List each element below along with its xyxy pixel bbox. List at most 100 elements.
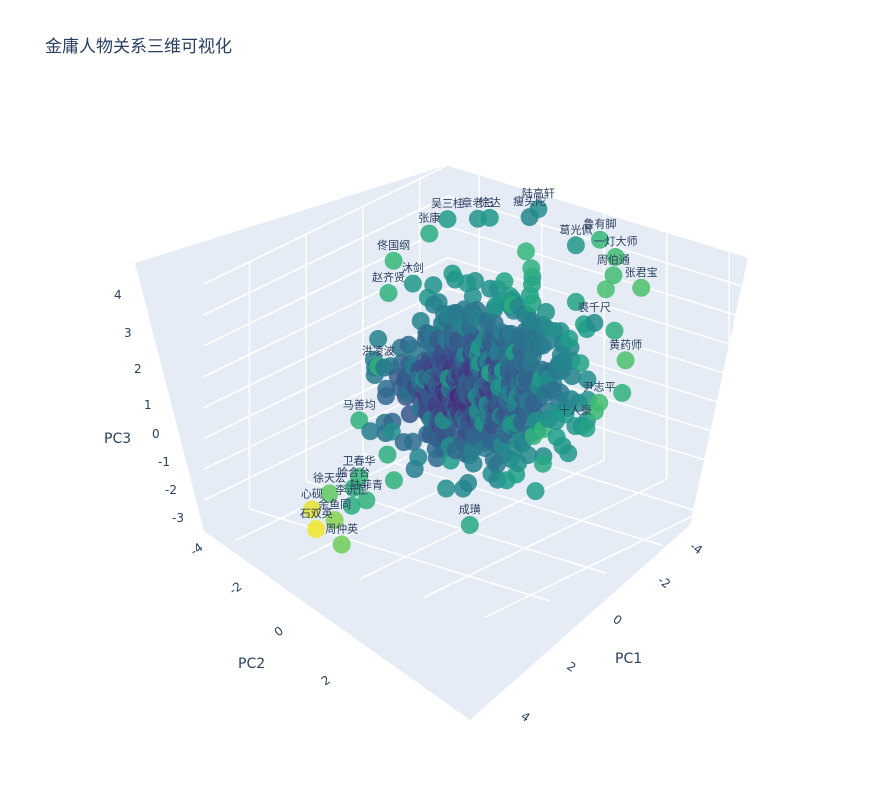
- grid-z-7-left: [203, 164, 449, 285]
- data-point: [523, 275, 541, 294]
- point-label: 石双英: [300, 506, 333, 520]
- data-point: [459, 474, 477, 492]
- z-tick-label: 1: [144, 398, 152, 412]
- point-label: 哈合台: [337, 465, 370, 479]
- point-label: 张康: [418, 211, 440, 225]
- labeled-point: [302, 500, 321, 519]
- grid-x-3-floor: [422, 478, 668, 599]
- point-label: 裘千尺: [578, 301, 611, 314]
- data-point: [578, 370, 597, 389]
- labeled-point: [438, 210, 457, 229]
- y-axis-label: PC2: [238, 656, 265, 672]
- data-point: [403, 432, 422, 451]
- point-label: 李沅芷: [335, 483, 368, 497]
- data-point: [613, 383, 632, 402]
- x-tick-label: -4: [687, 539, 705, 557]
- point-label: 黄药师: [609, 337, 642, 351]
- data-point: [495, 272, 514, 291]
- z-axis-label: PC3: [104, 431, 131, 447]
- labeled-point: [332, 535, 351, 554]
- data-point: [577, 419, 596, 438]
- point-label: 卫春华: [343, 454, 376, 468]
- labeled-point: [604, 266, 623, 285]
- point-label: 佟国纲: [377, 239, 410, 252]
- labeled-point: [566, 236, 585, 255]
- data-point: [571, 354, 590, 373]
- point-label: 余鱼同: [318, 497, 351, 511]
- labeled-point: [357, 491, 376, 510]
- data-point: [378, 445, 397, 464]
- data-point: [523, 294, 542, 312]
- grid-x-2-floor: [359, 459, 605, 580]
- data-point: [382, 422, 401, 441]
- point-label: 马善均: [343, 397, 376, 411]
- data-point: [437, 479, 456, 498]
- labeled-point: [460, 516, 479, 534]
- data-points: [302, 200, 651, 554]
- z-tick-label: -3: [172, 511, 184, 525]
- grid-z-3-left: [203, 287, 449, 409]
- point-label: 尹志平: [583, 381, 616, 394]
- labeled-point: [379, 284, 398, 302]
- data-point: [559, 444, 578, 463]
- grid-z-7-right: [447, 164, 749, 258]
- data-point: [464, 454, 483, 473]
- labeled-point: [480, 208, 499, 227]
- point-label: 陆高轩: [522, 186, 555, 200]
- data-point: [517, 242, 535, 261]
- labeled-point: [325, 511, 344, 530]
- data-point: [466, 272, 485, 290]
- point-label: 徐天宏: [313, 471, 346, 485]
- point-label: 成璜: [459, 502, 481, 516]
- x-tick-label: 4: [518, 709, 532, 725]
- grid-y-3-floor: [249, 508, 550, 602]
- labeled-point: [320, 484, 339, 503]
- point-label: 十人豪: [559, 403, 592, 417]
- point-label: 周仲英: [325, 522, 358, 536]
- labeled-point: [350, 411, 369, 430]
- labeled-point: [403, 274, 422, 293]
- grid-z-6-left: [203, 195, 449, 316]
- data-point: [526, 482, 545, 501]
- x-tick-label: 2: [564, 659, 578, 675]
- labeled-point: [632, 278, 651, 297]
- z-tick-label: 3: [124, 326, 132, 340]
- labeled-point: [606, 247, 625, 266]
- labeled-point: [384, 251, 403, 270]
- data-point: [566, 292, 585, 311]
- data-point: [361, 422, 380, 441]
- point-label: 葛光佩: [559, 222, 592, 236]
- data-point: [605, 321, 624, 340]
- x-tick-label: 0: [610, 612, 624, 628]
- point-label: 张君宝: [625, 265, 658, 279]
- labeled-point: [591, 230, 609, 249]
- labeled-point: [590, 393, 609, 412]
- data-point: [556, 405, 575, 424]
- labeled-point: [585, 313, 604, 332]
- point-label: 周伯通: [597, 252, 630, 266]
- grid-lines: [203, 164, 749, 618]
- point-label: 沐剑: [402, 261, 424, 275]
- labeled-point: [342, 496, 361, 515]
- chart-title: 金庸人物关系三维可视化: [45, 37, 232, 57]
- y-tick-label: -4: [188, 540, 206, 558]
- point-label: 瘦头陀: [513, 194, 546, 208]
- data-point: [409, 448, 428, 467]
- grid-x-4-floor: [484, 497, 730, 618]
- z-tick-label: -1: [158, 455, 170, 469]
- data-point: [560, 329, 579, 348]
- x-tick-label: -2: [655, 573, 673, 591]
- data-point: [463, 287, 482, 306]
- point-label: 洪凌波: [362, 344, 395, 358]
- z-tick-label: 2: [134, 362, 142, 376]
- labeled-point: [307, 520, 326, 539]
- data-point: [519, 446, 537, 464]
- data-point: [404, 340, 422, 359]
- point-label: 陆菲青: [350, 477, 383, 491]
- labeled-point: [420, 224, 439, 243]
- point-label: 吴三桂: [431, 196, 464, 210]
- point-label: 鲁有脚: [584, 217, 617, 231]
- point-label: 赵齐贤: [372, 270, 405, 284]
